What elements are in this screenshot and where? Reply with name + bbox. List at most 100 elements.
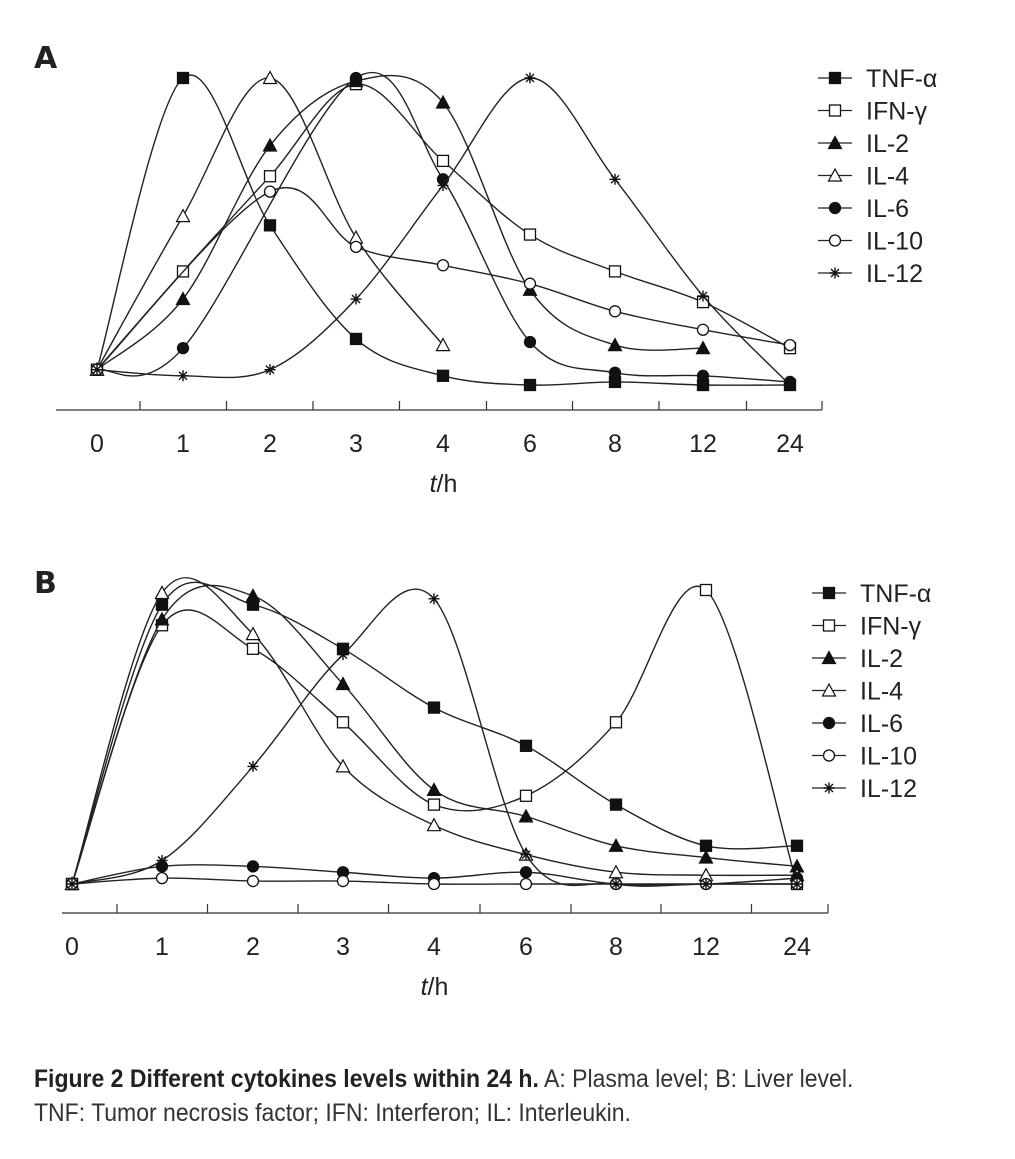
- data-point: [335, 676, 351, 691]
- data-point: [699, 839, 713, 852]
- legend-label: IL-10: [866, 228, 923, 256]
- data-point: [520, 849, 532, 861]
- data-point: [435, 94, 451, 109]
- legend-entry: IL-10: [812, 743, 917, 771]
- data-point: [523, 228, 537, 241]
- data-point: [523, 335, 537, 349]
- data-point: [175, 208, 191, 223]
- data-point: [609, 173, 621, 185]
- data-point: [156, 854, 168, 866]
- data-point: [155, 871, 169, 885]
- data-point: [263, 185, 277, 198]
- data-point: [609, 798, 623, 811]
- data-point: [245, 588, 261, 602]
- legend-entry: IL-2: [818, 130, 909, 158]
- legend-label: IL-2: [860, 645, 903, 673]
- data-point: [608, 265, 622, 278]
- data-point: [607, 337, 623, 352]
- data-point: [791, 878, 803, 890]
- data-point: [426, 782, 442, 797]
- legend-marker: [828, 71, 842, 85]
- data-point: [154, 585, 170, 600]
- legend-marker: [823, 782, 835, 794]
- x-tick-label: 6: [519, 933, 533, 961]
- data-point: [519, 877, 533, 891]
- data-point: [246, 860, 260, 873]
- x-tick-label: 8: [608, 430, 622, 458]
- figure-chart: A0 1 2 3 4 6 8 12 24t/hTNF-αIFN-γIL-2IL-4IL-6IL-…: [34, 41, 937, 1001]
- data-point: [175, 291, 191, 306]
- data-point: [176, 342, 190, 355]
- legend-label: IL-6: [860, 710, 903, 738]
- legend-entry: TNF-α: [818, 65, 937, 93]
- data-point: [263, 170, 277, 183]
- series-il-10: [90, 185, 797, 376]
- x-axis-label: t/h: [421, 973, 449, 1001]
- x-axis-label: t/h: [430, 470, 458, 498]
- x-tick-label: 4: [427, 933, 441, 961]
- series-line: [96, 71, 791, 383]
- data-point: [608, 366, 622, 379]
- x-tick-label: 6: [523, 430, 537, 458]
- data-point: [697, 290, 709, 302]
- x-tick-label: 12: [692, 933, 720, 961]
- data-point: [608, 864, 624, 879]
- legend-label: IFN-γ: [866, 98, 928, 126]
- chart-panel-b: B0 1 2 3 4 6 8 12 24t/hTNF-αIFN-γIL-2IL-4IL-6IL-…: [34, 566, 931, 1001]
- data-point: [336, 716, 350, 729]
- legend-entry: IL-12: [812, 775, 917, 803]
- legend-label: IL-6: [866, 195, 909, 223]
- chart-panel-a: A0 1 2 3 4 6 8 12 24t/hTNF-αIFN-γIL-2IL-4IL-6IL-…: [34, 41, 937, 498]
- data-point: [245, 626, 261, 641]
- data-point: [426, 817, 442, 832]
- data-point: [91, 364, 103, 376]
- data-point: [155, 598, 169, 611]
- data-point: [698, 849, 714, 864]
- x-tick-label: 0: [90, 430, 104, 458]
- data-point: [176, 71, 190, 85]
- x-tick-label: 2: [246, 933, 260, 961]
- data-point: [524, 72, 536, 84]
- data-point: [428, 593, 440, 605]
- legend-label: IL-12: [860, 775, 917, 803]
- legend-marker: [821, 682, 837, 697]
- x-tick-label: 12: [689, 430, 717, 458]
- series-il-2: [89, 73, 711, 376]
- legend-marker: [828, 234, 842, 247]
- data-point: [262, 70, 278, 85]
- series-il-2: [64, 584, 805, 891]
- x-tick-label: 1: [155, 933, 169, 961]
- series-il-12: [91, 72, 796, 391]
- x-tick-label: 4: [436, 430, 450, 458]
- data-point: [436, 369, 450, 382]
- series-line: [71, 584, 798, 885]
- x-tick-label: 24: [783, 933, 811, 961]
- data-point: [700, 878, 712, 890]
- data-point: [246, 874, 260, 888]
- data-point: [519, 866, 533, 879]
- data-point: [427, 701, 441, 714]
- legend-marker: [822, 619, 836, 632]
- data-point: [427, 798, 441, 811]
- legend-entry: IL-6: [812, 710, 903, 738]
- data-point: [262, 137, 278, 152]
- x-tick-label: 2: [263, 430, 277, 458]
- legend-marker: [828, 104, 842, 117]
- legend-marker: [827, 167, 843, 182]
- legend-entry: IFN-γ: [812, 613, 922, 641]
- legend-marker: [821, 650, 837, 665]
- caption-text: A: Plasma level; B: Liver level. TNF: Tu…: [34, 1065, 854, 1127]
- legend-entry: IFN-γ: [818, 98, 928, 126]
- x-tick-label: 3: [349, 430, 363, 458]
- data-point: [609, 716, 623, 729]
- data-point: [608, 305, 622, 318]
- data-point: [427, 877, 441, 891]
- data-point: [437, 179, 449, 191]
- figure-caption: Figure 2 Different cytokines levels with…: [34, 1062, 899, 1130]
- legend-marker: [829, 267, 841, 279]
- legend-label: TNF-α: [860, 580, 931, 608]
- legend-label: IL-4: [860, 678, 903, 706]
- series-line: [71, 588, 797, 887]
- data-point: [519, 789, 533, 802]
- legend-label: IL-4: [866, 163, 909, 191]
